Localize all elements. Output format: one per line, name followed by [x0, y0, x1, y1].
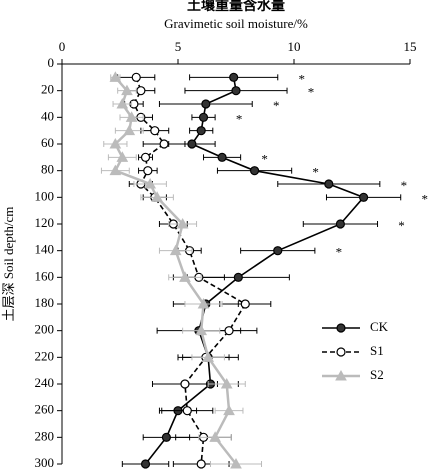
- data-point: [182, 406, 192, 416]
- data-point: [169, 244, 182, 256]
- data-point: [217, 152, 227, 162]
- data-point: [121, 84, 133, 96]
- data-point: [240, 299, 250, 309]
- data-point: [224, 326, 234, 336]
- data-point: [150, 126, 160, 136]
- y-tick-label: 300: [35, 455, 55, 470]
- data-point: [229, 72, 239, 82]
- legend-label: S2: [370, 367, 384, 382]
- data-point: [273, 246, 283, 256]
- legend-marker: [335, 369, 347, 381]
- significance-mark: *: [236, 111, 243, 126]
- y-tick-label: 200: [35, 322, 55, 337]
- data-point: [140, 459, 151, 469]
- x-tick-label: 10: [288, 39, 301, 54]
- y-tick-label: 20: [41, 82, 54, 97]
- data-point: [249, 166, 260, 176]
- data-point: [131, 72, 141, 82]
- data-point: [136, 86, 146, 96]
- data-point: [195, 324, 208, 336]
- y-tick-label: 160: [35, 268, 55, 283]
- x-tick-label: 0: [59, 39, 66, 54]
- chart-subtitle: Gravimetic soil moisture/%: [164, 16, 308, 31]
- data-point: [159, 139, 169, 149]
- y-tick-label: 220: [35, 348, 55, 363]
- y-tick-label: 0: [48, 55, 55, 70]
- y-tick-label: 80: [41, 162, 54, 177]
- legend-label: CK: [370, 319, 389, 334]
- data-point: [125, 111, 138, 122]
- data-point: [223, 404, 235, 416]
- data-point: [161, 432, 171, 442]
- data-point: [197, 297, 210, 309]
- data-point: [359, 192, 369, 202]
- significance-mark: *: [273, 98, 280, 113]
- data-point: [202, 351, 215, 362]
- data-point: [144, 177, 157, 189]
- data-point: [109, 71, 122, 82]
- y-tick-label: 260: [35, 402, 55, 417]
- data-point: [116, 151, 129, 162]
- significance-mark: *: [336, 245, 343, 260]
- significance-mark: *: [312, 165, 319, 180]
- data-point: [196, 459, 206, 469]
- data-point: [123, 124, 136, 136]
- y-axis-label: 土层深 Soil depth/cm: [1, 207, 16, 322]
- y-tick-label: 120: [35, 215, 55, 230]
- data-point: [140, 152, 151, 162]
- data-point: [187, 139, 197, 149]
- y-tick-label: 60: [41, 135, 54, 150]
- data-point: [196, 126, 206, 136]
- data-point: [230, 457, 242, 469]
- y-tick-label: 100: [35, 188, 55, 203]
- x-tick-label: 15: [404, 39, 417, 54]
- data-point: [335, 219, 345, 229]
- significance-mark: *: [308, 85, 315, 100]
- significance-mark: *: [299, 71, 306, 86]
- data-point: [179, 271, 191, 282]
- data-point: [201, 99, 211, 109]
- data-point: [233, 272, 243, 282]
- data-point: [231, 86, 241, 96]
- data-point: [209, 431, 221, 442]
- data-point: [151, 191, 163, 202]
- series-line: [113, 76, 237, 465]
- data-point: [116, 97, 129, 109]
- data-point: [109, 137, 122, 149]
- significance-mark: *: [261, 151, 268, 166]
- significance-mark: *: [421, 191, 428, 206]
- y-tick-label: 280: [35, 428, 55, 443]
- y-tick-label: 40: [41, 108, 54, 123]
- significance-mark: *: [401, 178, 408, 193]
- data-point: [180, 379, 190, 389]
- data-point: [324, 179, 334, 189]
- data-point: [220, 377, 233, 389]
- series-line: [144, 77, 365, 465]
- legend-label: S1: [370, 343, 384, 358]
- data-point: [198, 112, 209, 122]
- legend-marker: [336, 347, 346, 357]
- data-point: [176, 217, 189, 229]
- x-tick-label: 5: [175, 39, 182, 54]
- data-point: [143, 166, 153, 176]
- data-point: [109, 164, 122, 176]
- y-tick-label: 140: [35, 242, 55, 257]
- legend-marker: [336, 323, 346, 333]
- significance-mark: *: [398, 218, 405, 233]
- chart-title: 土壤重量含水量: [187, 0, 285, 14]
- y-tick-label: 180: [35, 295, 55, 310]
- y-tick-label: 240: [35, 375, 55, 390]
